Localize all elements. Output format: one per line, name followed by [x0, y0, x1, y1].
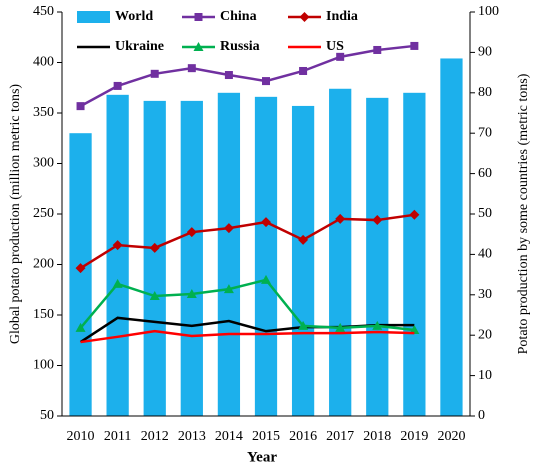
- x-axis-label: Year: [247, 449, 277, 465]
- bar: [217, 92, 241, 417]
- point: [113, 81, 122, 90]
- point: [335, 213, 346, 224]
- y2-tick-label: 10: [478, 368, 492, 383]
- y-tick-label: 200: [33, 257, 54, 272]
- line: [79, 278, 415, 332]
- point: [409, 209, 420, 220]
- y-tick-label: 250: [33, 206, 54, 221]
- point: [261, 274, 271, 284]
- bar: [254, 96, 278, 416]
- bar: [440, 58, 463, 417]
- point: [409, 324, 420, 334]
- x-tick-label: 2016: [289, 429, 317, 444]
- x-tick-label: 2014: [215, 429, 243, 444]
- legend-marker: [193, 42, 204, 51]
- point: [299, 66, 308, 75]
- legend-label: World: [115, 9, 153, 24]
- legend-label: India: [326, 9, 358, 24]
- line: [79, 213, 415, 270]
- y2-tick-label: 80: [478, 85, 492, 100]
- y-tick-label: 150: [33, 307, 54, 322]
- y2-tick-label: 40: [478, 247, 492, 262]
- x-tick-label: 2010: [67, 429, 95, 444]
- point: [223, 284, 234, 294]
- line: [79, 316, 415, 344]
- legend-marker: [299, 12, 310, 22]
- y-tick-label: 450: [33, 4, 54, 19]
- point: [187, 64, 196, 73]
- x-tick-label: 2012: [141, 429, 169, 444]
- point: [335, 322, 346, 332]
- bar: [403, 92, 426, 417]
- line: [79, 44, 415, 108]
- point: [298, 234, 309, 245]
- y-tick-label: 50: [40, 408, 54, 423]
- y2-tick-label: 100: [478, 4, 499, 19]
- y-tick-label: 100: [33, 358, 54, 373]
- legend-label: Russia: [220, 39, 260, 54]
- legend-label: Ukraine: [115, 39, 164, 54]
- x-tick-label: 2019: [400, 429, 428, 444]
- point: [150, 69, 159, 78]
- legend-label: China: [220, 9, 257, 24]
- bar: [291, 105, 315, 417]
- y-tick-label: 350: [33, 105, 54, 120]
- point: [112, 278, 123, 288]
- bar: [69, 133, 92, 416]
- bar: [366, 97, 389, 416]
- y-axis-label: Global potato production (million metric…: [8, 84, 23, 344]
- y2-tick-label: 50: [478, 206, 492, 221]
- y2-tick-label: 70: [478, 125, 492, 140]
- point: [112, 240, 123, 251]
- point: [372, 320, 383, 330]
- point: [261, 217, 271, 228]
- point: [410, 41, 419, 50]
- point: [336, 52, 345, 61]
- point: [298, 320, 309, 330]
- x-tick-label: 2020: [437, 429, 465, 444]
- point: [372, 215, 383, 226]
- y2-tick-label: 90: [478, 45, 492, 60]
- x-tick-label: 2011: [104, 429, 131, 444]
- point: [373, 45, 382, 54]
- y2-tick-label: 20: [478, 327, 492, 342]
- bar: [180, 100, 203, 416]
- legend-swatch: [77, 11, 110, 23]
- x-tick-label: 2018: [363, 429, 391, 444]
- x-tick-label: 2017: [326, 429, 354, 444]
- point: [224, 71, 233, 80]
- y2-tick-label: 30: [478, 287, 492, 302]
- y2-tick-label: 60: [478, 166, 492, 181]
- y2-tick-label: 0: [478, 408, 485, 423]
- y2-axis-label: Potato production by some countries (met…: [516, 73, 531, 354]
- point: [223, 223, 234, 234]
- line: [80, 329, 415, 344]
- point: [76, 102, 85, 111]
- bar: [329, 88, 352, 416]
- bar: [143, 100, 166, 416]
- point: [186, 288, 197, 298]
- bar: [106, 94, 129, 416]
- point: [75, 263, 86, 274]
- legend-marker: [194, 13, 203, 21]
- point: [149, 242, 160, 253]
- point: [75, 322, 86, 332]
- y-tick-label: 300: [33, 156, 54, 171]
- legend-label: US: [326, 39, 344, 54]
- point: [186, 227, 197, 238]
- y-tick-label: 400: [33, 55, 54, 70]
- x-tick-label: 2015: [252, 429, 280, 444]
- point: [262, 77, 270, 86]
- x-tick-label: 2013: [178, 429, 206, 444]
- point: [149, 291, 160, 301]
